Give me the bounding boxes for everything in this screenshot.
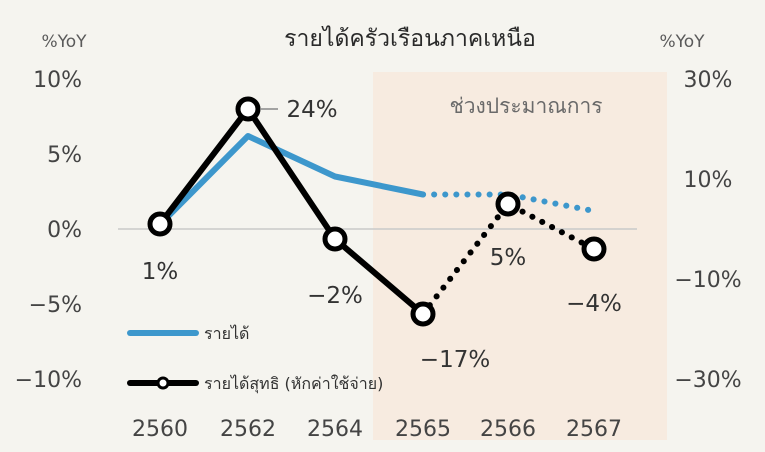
forecast-region-label: ช่วงประมาณการ	[449, 94, 602, 118]
left-tick-label: −10%	[15, 368, 82, 393]
net-income-data-label: −2%	[307, 283, 363, 309]
net-income-point	[147, 211, 173, 237]
left-axis-unit: %YoY	[41, 32, 87, 52]
x-tick-label: 2564	[307, 417, 363, 442]
series-net-income-forecast-line	[420, 200, 597, 317]
series-income-forecast-line	[420, 191, 597, 214]
right-axis-unit: %YoY	[659, 32, 705, 52]
forecast-region	[373, 72, 667, 440]
series-income-line	[157, 133, 426, 228]
net-income-point	[495, 191, 521, 217]
x-tick-label: 2565	[395, 417, 451, 442]
x-tick-label: 2562	[220, 417, 276, 442]
right-tick-label: 10%	[684, 168, 733, 193]
right-tick-label: 30%	[684, 68, 733, 93]
series-net-income-line	[157, 106, 425, 317]
net-income-point	[581, 236, 607, 262]
x-tick-label: 2566	[480, 417, 536, 442]
legend-net-income-marker	[156, 376, 170, 390]
net-income-data-label: 24%	[286, 97, 337, 123]
net-income-data-label: −4%	[566, 291, 622, 317]
net-income-point	[410, 301, 436, 327]
net-income-point	[322, 226, 348, 252]
x-tick-label: 2560	[132, 417, 188, 442]
legend-net-income-label: รายได้สุทธิ (หักค่าใช้จ่าย)	[204, 374, 383, 394]
left-tick-label: −5%	[29, 293, 82, 318]
net-income-point	[235, 96, 261, 122]
chart-title: รายได้ครัวเรือนภาคเหนือ	[284, 25, 536, 52]
right-tick-label: −30%	[674, 368, 741, 393]
net-income-data-label: −17%	[420, 347, 490, 373]
left-tick-label: 0%	[47, 218, 82, 243]
net-income-data-label: 1%	[142, 259, 179, 285]
x-tick-label: 2567	[566, 417, 622, 442]
right-tick-label: −10%	[674, 268, 741, 293]
legend-income-label: รายได้	[204, 324, 249, 343]
left-tick-label: 10%	[33, 68, 82, 93]
net-income-data-label: 5%	[490, 245, 527, 271]
left-tick-label: 5%	[47, 143, 82, 168]
